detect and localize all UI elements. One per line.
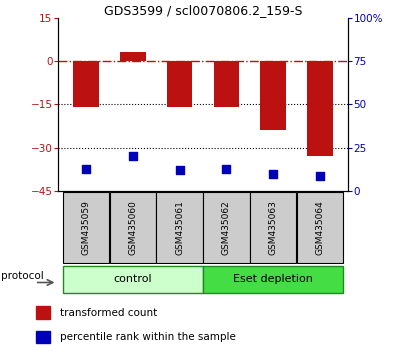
Bar [120,52,146,61]
Text: GSM435059: GSM435059 [82,200,90,255]
Point [130,154,136,159]
Bar [250,192,296,263]
Point [83,166,89,171]
Bar [260,61,286,131]
Bar [63,192,109,263]
Bar [36,331,50,343]
Bar [167,61,192,107]
Title: GDS3599 / scl0070806.2_159-S: GDS3599 / scl0070806.2_159-S [104,4,302,17]
Point [317,173,323,178]
Text: transformed count: transformed count [60,308,157,318]
Text: GSM435062: GSM435062 [222,200,231,255]
Bar [36,306,50,319]
Bar [297,192,343,263]
Text: GSM435064: GSM435064 [316,200,324,255]
Text: percentile rank within the sample: percentile rank within the sample [60,332,236,342]
Bar [214,61,239,107]
Text: GSM435061: GSM435061 [175,200,184,255]
Text: GSM435063: GSM435063 [269,200,278,255]
Bar [110,192,156,263]
Point [176,167,183,173]
Bar [307,61,333,156]
Point [270,171,276,177]
Bar [73,61,99,107]
Bar [203,192,250,263]
Text: control: control [114,274,152,285]
Text: protocol: protocol [1,271,44,281]
Bar [203,266,343,293]
Bar [63,266,203,293]
Point [223,166,230,171]
Text: GSM435060: GSM435060 [128,200,137,255]
Bar [156,192,203,263]
Text: Eset depletion: Eset depletion [233,274,313,285]
